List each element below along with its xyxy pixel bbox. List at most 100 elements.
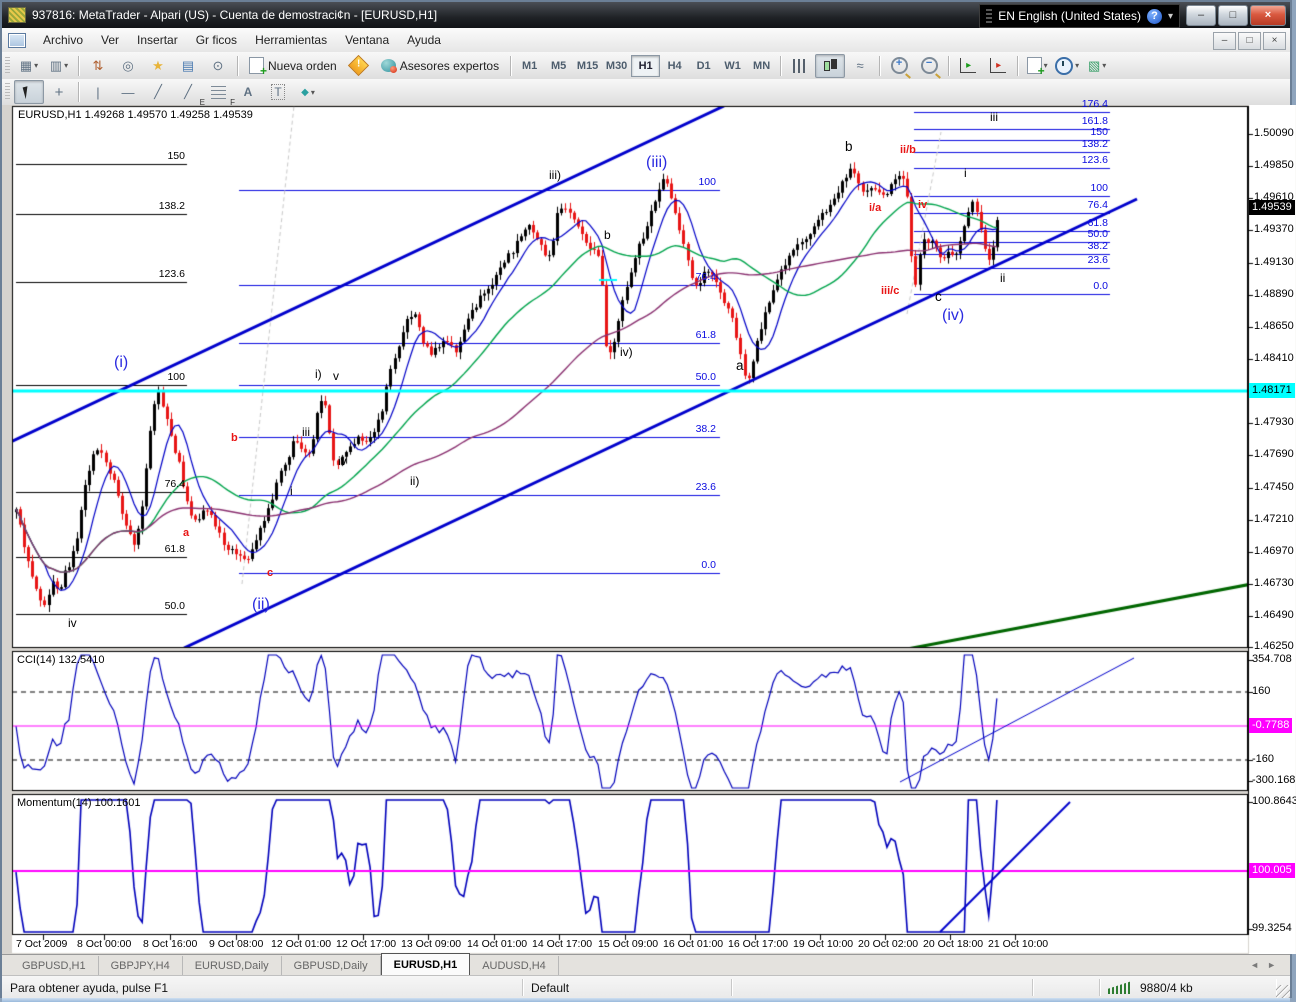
auto-scroll-button[interactable]: ▸ [953, 54, 983, 78]
langbar-caret-icon[interactable]: ▾ [1167, 10, 1173, 22]
menu-item-insertar[interactable]: Insertar [137, 33, 178, 47]
minimize-button[interactable]: – [1186, 5, 1216, 26]
mdi-restore-button[interactable]: □ [1238, 32, 1261, 50]
chart-shift-button[interactable]: ▸ [983, 54, 1013, 78]
timeframe-group: M1 M5 M15 M30 H1 H4 D1 W1 MN [515, 54, 776, 77]
bar-chart-button[interactable] [785, 54, 815, 78]
timeframe-m5[interactable]: M5 [550, 59, 567, 72]
horizontal-line-icon: — [121, 84, 135, 100]
timeframe-h1[interactable]: H1 [631, 54, 661, 77]
templates-icon: ▧ [1087, 57, 1101, 73]
arrows-tool-button[interactable]: ◆ ▾ [293, 80, 323, 104]
menu-bar: Archivo Ver Insertar Gr ficos Herramientas Ve… [2, 28, 1290, 53]
mdi-close-button[interactable]: × [1263, 32, 1286, 50]
toolbar-grip[interactable] [5, 56, 10, 75]
periods-button[interactable]: ▾ [1052, 54, 1082, 78]
new-order-button[interactable]: Nueva orden [242, 54, 344, 78]
chevron-down-icon: ▾ [1075, 61, 1080, 70]
toolbar-separator [948, 55, 950, 76]
terminal-button[interactable]: ▤ [173, 54, 203, 78]
timeframe-mn[interactable]: MN [753, 59, 771, 72]
fibo-letter: F [230, 98, 235, 107]
timeframe-m30[interactable]: M30 [605, 59, 628, 72]
channel-letter: E [199, 98, 205, 107]
menu-item-ventana[interactable]: Ventana [345, 33, 390, 47]
chart-tab-eurusd-h1[interactable]: EURUSD,H1 [380, 953, 471, 976]
chart-tab-audusd-h4[interactable]: AUDUSD,H4 [470, 956, 559, 976]
scroll-right-icon[interactable]: ► [1267, 960, 1284, 970]
green-triangle-icon: ▸ [966, 59, 972, 71]
vertical-line-icon: | [96, 84, 100, 100]
market-watch-icon: ⇅ [92, 57, 104, 73]
expert-advisors-label: Asesores expertos [399, 58, 500, 73]
timeframe-m15[interactable]: M15 [576, 59, 599, 72]
fibonacci-icon [210, 85, 226, 99]
candlestick-chart-button[interactable] [815, 53, 846, 78]
text-label-tool-button[interactable]: T [263, 80, 293, 104]
langbar-grip[interactable] [986, 9, 993, 23]
chart-workspace: EURUSD,H1 1.49268 1.49570 1.49258 1.4953… [2, 98, 1296, 954]
indicators-icon [1026, 57, 1045, 78]
chart-canvas[interactable] [2, 105, 1296, 954]
toolbar-grip[interactable] [5, 83, 10, 101]
status-profile[interactable]: Default [523, 979, 732, 996]
cursor-tool-button[interactable] [14, 80, 44, 104]
new-chart-button[interactable]: ▦ ▾ [14, 54, 44, 78]
menu-item-ver[interactable]: Ver [101, 33, 120, 47]
clock-icon [1055, 56, 1074, 75]
expert-advisors-button[interactable]: Asesores expertos [374, 54, 506, 78]
market-watch-button[interactable]: ⇅ [83, 54, 113, 78]
language-bar[interactable]: EN English (United States) ? ▾ [979, 4, 1180, 28]
zoom-in-button[interactable]: + [884, 54, 914, 78]
channel-tool-button[interactable]: ╱ E [173, 80, 205, 107]
chart-tab-gbpusd-daily[interactable]: GBPUSD,Daily [282, 956, 381, 976]
close-button[interactable]: × [1250, 5, 1286, 26]
menu-item-grficos[interactable]: Gr ficos [195, 33, 238, 47]
zoom-out-button[interactable]: − [914, 54, 944, 78]
timeframe-m1[interactable]: M1 [521, 59, 538, 72]
resize-grip-icon[interactable] [1276, 985, 1290, 999]
text-label-icon: T [271, 84, 285, 100]
chevron-down-icon: ▾ [310, 87, 315, 97]
trendline-tool-button[interactable]: ╱ [143, 80, 173, 104]
chart-tab-eurusd-daily[interactable]: EURUSD,Daily [183, 956, 282, 976]
maximize-button[interactable]: □ [1218, 5, 1248, 26]
timeframe-w1[interactable]: W1 [724, 59, 741, 72]
chevron-down-icon: ▾ [34, 61, 39, 70]
status-empty-cell [1033, 979, 1100, 996]
menu-items: Archivo Ver Insertar Gr ficos Herramientas Ve… [34, 33, 450, 47]
navigator-button[interactable]: ★ [143, 54, 173, 78]
timeframe-h4[interactable]: H4 [667, 59, 682, 72]
chart-tab-gbpusd-h1[interactable]: GBPUSD,H1 [10, 956, 99, 976]
crosshair-tool-button[interactable]: + [44, 80, 74, 104]
window-title: 937816: MetaTrader - Alpari (US) - Cuent… [32, 8, 438, 22]
menu-item-archivo[interactable]: Archivo [43, 33, 84, 47]
toolbar-separator [780, 55, 782, 76]
new-order-icon [249, 57, 267, 78]
language-help-icon[interactable]: ? [1146, 8, 1162, 24]
chart-system-icon[interactable] [8, 32, 26, 48]
metaeditor-button[interactable]: ! [344, 54, 374, 78]
indicators-button[interactable]: ▾ [1022, 54, 1052, 78]
strategy-tester-icon: ⊙ [212, 57, 224, 73]
zoom-out-icon: − [920, 57, 938, 74]
text-tool-button[interactable]: A [233, 80, 263, 104]
horizontal-line-tool-button[interactable]: — [113, 80, 143, 104]
scroll-left-icon[interactable]: ◄ [1250, 960, 1268, 970]
menu-item-ayuda[interactable]: Ayuda [407, 33, 441, 47]
vertical-line-tool-button[interactable]: | [83, 80, 113, 104]
timeframe-d1[interactable]: D1 [696, 59, 711, 72]
chart-tab-gbpjpy-h4[interactable]: GBPJPY,H4 [99, 956, 183, 976]
tab-scroll-arrows[interactable]: ◄► [1250, 960, 1284, 970]
menu-item-herramientas[interactable]: Herramientas [255, 33, 328, 47]
profiles-button[interactable]: ▥ ▾ [44, 54, 74, 78]
line-chart-button[interactable]: ≈ [845, 54, 875, 78]
templates-button[interactable]: ▧ ▾ [1082, 54, 1112, 78]
strategy-tester-button[interactable]: ⊙ [203, 54, 233, 78]
chart-tab-bar: GBPUSD,H1 GBPJPY,H4 EURUSD,Daily GBPUSD,Dai… [2, 953, 1290, 976]
line-chart-icon: ≈ [856, 58, 864, 73]
mdi-minimize-button[interactable]: – [1213, 32, 1236, 50]
data-window-button[interactable]: ◎ [113, 54, 143, 78]
fibonacci-tool-button[interactable]: F [203, 80, 235, 107]
